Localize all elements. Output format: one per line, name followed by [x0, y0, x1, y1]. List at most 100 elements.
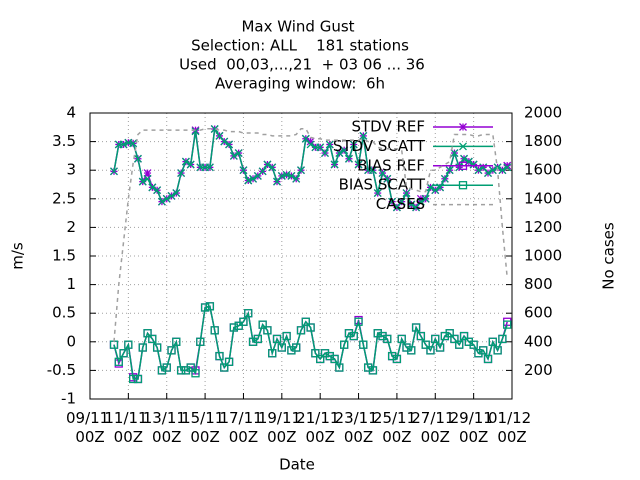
marker: [229, 151, 238, 160]
marker: [431, 186, 440, 195]
marker: [196, 337, 205, 346]
marker: [225, 140, 234, 149]
chart-subtitle: Averaging window: 6h: [215, 75, 385, 93]
marker: [306, 140, 315, 149]
y-tick-label: 1: [66, 275, 76, 293]
marker: [167, 346, 176, 355]
marker: [258, 167, 267, 176]
marker: [321, 149, 329, 157]
legend-label: STDV SCATT: [333, 137, 426, 155]
marker: [392, 354, 402, 364]
y2-tick-label: 600: [524, 304, 553, 322]
marker: [354, 160, 363, 169]
x-tick-label: 01/12 00Z: [488, 409, 536, 446]
marker: [253, 334, 262, 344]
x-tick-label: 11/11 00Z: [104, 409, 152, 446]
marker: [340, 146, 349, 155]
plot-border: [89, 112, 513, 400]
legend-label: BIAS REF: [357, 156, 425, 174]
marker: [191, 127, 200, 136]
marker: [277, 171, 286, 180]
marker: [143, 174, 152, 183]
marker: [440, 174, 449, 183]
marker: [402, 189, 411, 198]
x-tick-label: 21/11 00Z: [296, 409, 344, 446]
marker: [426, 346, 435, 355]
chart-title: Max Wind Gust: [241, 18, 354, 36]
marker: [407, 346, 416, 355]
marker: [110, 167, 118, 176]
marker: [479, 346, 488, 355]
marker: [224, 357, 234, 366]
marker: [114, 357, 123, 366]
marker: [263, 326, 272, 335]
marker: [483, 354, 493, 364]
marker: [354, 317, 363, 326]
marker: [498, 166, 507, 175]
x-tick-label: 25/11 00Z: [373, 409, 421, 446]
marker: [469, 340, 478, 349]
marker: [177, 169, 186, 178]
marker: [407, 200, 416, 209]
marker: [220, 137, 229, 146]
marker: [176, 366, 186, 375]
marker: [282, 170, 291, 179]
marker: [306, 323, 315, 332]
chart-subtitle: Used 00,03,...,21 + 03 06 ... 36: [179, 56, 425, 74]
marker: [167, 191, 176, 200]
marker: [297, 166, 305, 175]
marker: [215, 131, 224, 140]
marker: [359, 131, 368, 140]
marker: [186, 363, 195, 372]
marker: [172, 189, 181, 198]
marker: [435, 343, 445, 352]
y2-tick-label: 1800: [524, 132, 562, 150]
marker: [503, 163, 512, 172]
marker: [153, 186, 162, 195]
marker: [229, 323, 239, 332]
y-tick-label: 3.5: [52, 132, 76, 150]
marker: [205, 163, 214, 172]
marker: [129, 374, 138, 384]
marker: [296, 326, 306, 335]
marker: [493, 346, 502, 355]
chart-subtitle: Selection: ALL 181 stations: [191, 37, 409, 55]
marker: [119, 140, 128, 149]
marker: [459, 142, 467, 151]
marker: [181, 157, 190, 166]
marker: [498, 334, 507, 344]
marker: [459, 123, 467, 131]
marker: [162, 194, 171, 203]
marker: [368, 166, 377, 175]
y2-tick-label: 1000: [524, 247, 562, 265]
y2-axis-label: No cases: [600, 222, 618, 290]
marker: [488, 337, 497, 346]
marker: [172, 337, 181, 346]
marker: [383, 334, 392, 344]
x-tick-label: 27/11 00Z: [411, 409, 459, 446]
marker: [397, 197, 406, 206]
marker: [119, 349, 128, 358]
marker: [460, 154, 469, 163]
marker: [330, 160, 339, 169]
marker: [268, 349, 277, 358]
marker: [205, 302, 215, 311]
marker: [335, 149, 344, 157]
marker: [191, 369, 200, 378]
x-axis-label: Date: [279, 456, 315, 474]
marker: [479, 163, 488, 172]
y-tick-label: 2.5: [52, 189, 76, 207]
marker: [301, 134, 310, 143]
marker: [316, 354, 325, 364]
marker: [249, 174, 258, 183]
legend-label: BIAS SCATT: [339, 176, 426, 194]
marker: [383, 174, 392, 183]
marker: [239, 166, 248, 175]
y-tick-label: 0.5: [52, 304, 76, 322]
marker: [273, 177, 281, 186]
marker: [210, 125, 219, 133]
x-tick-label: 17/11 00Z: [219, 409, 267, 446]
marker: [148, 334, 157, 344]
marker: [258, 320, 267, 329]
